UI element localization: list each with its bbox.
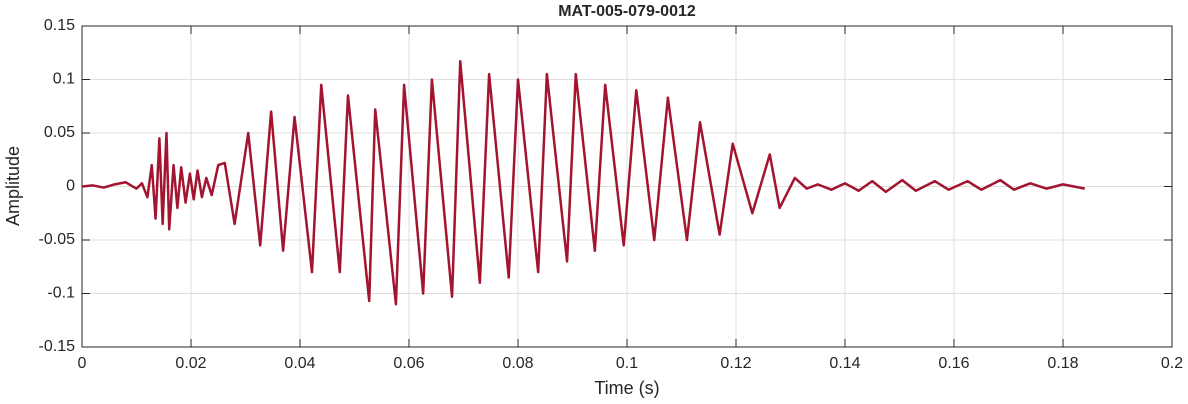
y-tick-label: -0.15: [39, 338, 76, 355]
x-tick-label: 0.02: [175, 355, 206, 372]
chart-title: MAT-005-079-0012: [558, 3, 696, 20]
line: [81, 60, 1086, 306]
y-axis-label: Amplitude: [3, 146, 23, 226]
x-tick-label: 0.18: [1047, 355, 1078, 372]
x-tick-label: 0.2: [1161, 355, 1183, 372]
x-tick-label: 0: [78, 355, 87, 372]
y-tick-label: 0: [66, 178, 75, 195]
x-tick-label: 0.08: [502, 355, 533, 372]
y-tick-label: -0.1: [47, 285, 75, 302]
y-tick-label: 0.1: [53, 71, 75, 88]
x-tick-label: 0.14: [829, 355, 860, 372]
x-tick-label: 0.12: [720, 355, 751, 372]
y-tick-label: 0.15: [44, 17, 75, 34]
x-axis-label: Time (s): [594, 378, 659, 398]
x-tick-label: 0.06: [393, 355, 424, 372]
x-tick-label: 0.04: [284, 355, 315, 372]
x-tick-label: 0.16: [938, 355, 969, 372]
y-tick-label: -0.05: [39, 231, 76, 248]
y-tick-label: 0.05: [44, 124, 75, 141]
x-tick-label: 0.1: [616, 355, 638, 372]
